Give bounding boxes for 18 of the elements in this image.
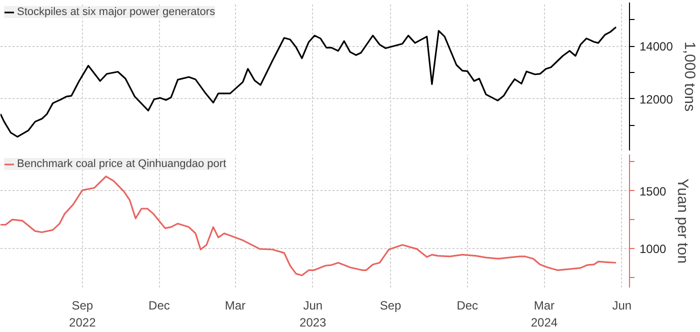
x-tick-label: Dec [456, 298, 478, 312]
x-tick-label: Sep 2022 [69, 298, 96, 330]
y-axis-title: 1,000 tons [680, 41, 698, 112]
y-tick-label: 1500 [640, 184, 667, 198]
y-tick-label: 12000 [640, 92, 674, 106]
legend-label: Stockpiles at six major power generators [17, 6, 216, 18]
y-axis-title: Yuan per ton [674, 178, 692, 264]
y-tick-label: 14000 [640, 40, 674, 54]
x-tick-label: Sep [380, 298, 402, 312]
x-tick-label: Jun 2023 [300, 298, 327, 330]
x-tick-label: Jun [612, 298, 632, 312]
legend-label: Benchmark coal price at Qinhuangdao port [17, 158, 226, 170]
x-tick-label: Mar [224, 298, 246, 312]
line-series [0, 26, 617, 138]
x-tick-label: Mar 2024 [530, 298, 558, 330]
line-series [0, 176, 617, 276]
x-tick-label: Dec [148, 298, 170, 312]
y-tick-label: 1000 [640, 242, 667, 256]
